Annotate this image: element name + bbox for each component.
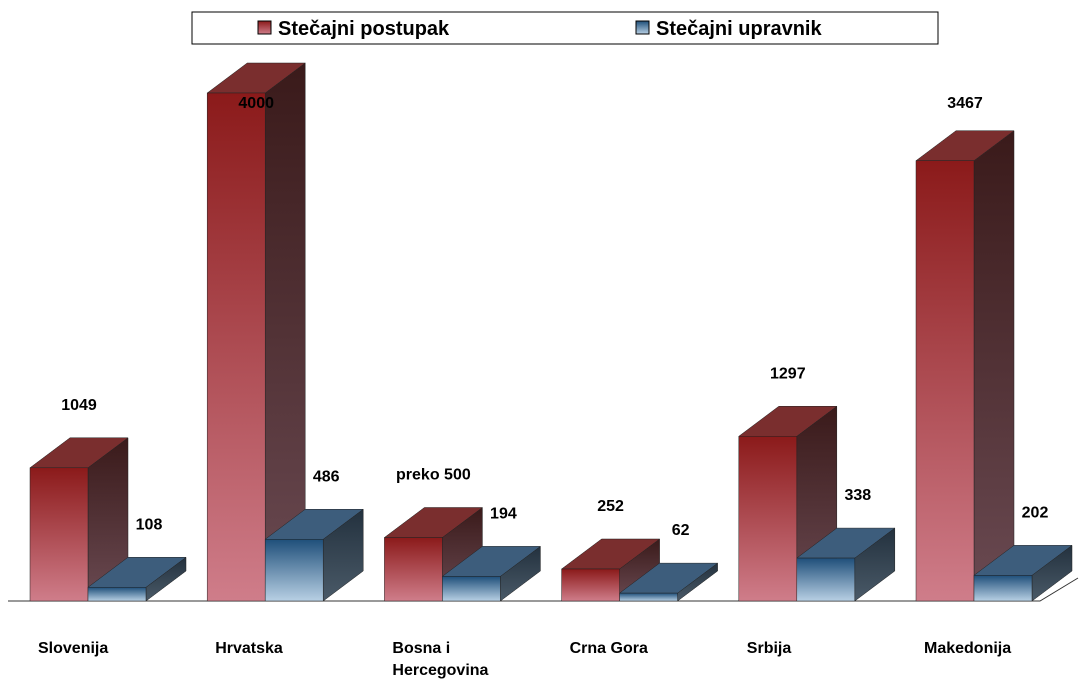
legend-box [191,11,939,45]
bar [738,436,798,602]
data-label: 194 [490,505,517,522]
legend-swatch [257,20,272,35]
x-tick-label: Slovenija [38,640,109,657]
x-tick-label: Bosna i Hercegovina [392,640,489,679]
bar [264,539,324,602]
bar [206,92,266,602]
bar [384,537,443,602]
x-tick-label: Hrvatska [215,640,283,657]
bar [796,557,856,602]
bar [442,576,501,602]
bar [561,568,620,602]
floor-line [8,577,1079,602]
bar [87,587,147,602]
data-label: 1049 [61,397,97,414]
data-label: 4000 [238,95,274,112]
x-tick-label: Srbija [746,640,792,657]
data-label: 3467 [947,95,983,112]
bar [973,575,1033,602]
x-tick-label: Makedonija [924,640,1012,657]
legend-swatch [635,20,650,35]
data-label: 338 [844,487,871,504]
data-label: 202 [1022,504,1049,521]
data-label: 1297 [770,365,806,382]
data-label: 252 [597,498,624,515]
bar [29,467,89,602]
data-label: 108 [136,516,163,533]
data-label: preko 500 [396,467,471,484]
bar-side [973,130,1015,602]
bar [619,592,678,602]
data-label: 62 [672,522,690,539]
bar [915,160,975,602]
legend-label: Stečajni upravnik [656,18,822,40]
data-label: 486 [313,468,340,485]
x-tick-label: Crna Gora [569,640,648,657]
legend-label: Stečajni postupak [278,18,450,40]
